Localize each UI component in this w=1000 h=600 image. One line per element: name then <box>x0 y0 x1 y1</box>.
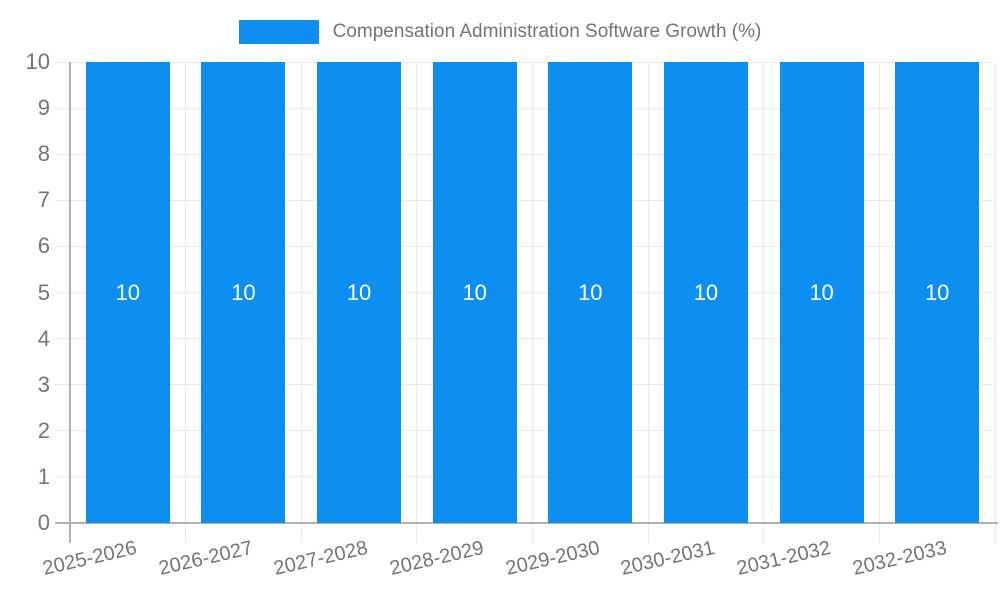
x-axis-tick-label: 2025-2026 <box>40 536 139 580</box>
bar <box>895 62 980 523</box>
bar-value-label: 10 <box>924 279 950 305</box>
bar <box>432 62 517 523</box>
x-axis-tick-label: 2029-2030 <box>503 536 602 580</box>
chart-legend: Compensation Administration Software Gro… <box>0 19 1000 45</box>
x-gridline <box>300 62 302 543</box>
y-gridline <box>55 153 995 155</box>
y-axis-tick-label: 10 <box>25 49 50 74</box>
y-gridline <box>55 430 995 432</box>
y-gridline <box>55 292 995 293</box>
bar <box>201 62 286 523</box>
y-axis-tick-label: 7 <box>37 187 50 213</box>
x-gridline <box>185 62 187 543</box>
x-axis-tick-label: 2027-2028 <box>272 536 371 580</box>
bar <box>85 62 170 523</box>
legend-swatch <box>238 20 319 44</box>
x-axis-tick-label: 2031-2032 <box>734 536 833 580</box>
bar-value-label: 10 <box>809 279 834 305</box>
y-gridline <box>55 199 995 201</box>
y-gridline <box>55 338 995 340</box>
x-gridline <box>878 62 880 543</box>
x-gridline <box>532 62 533 543</box>
x-gridline <box>994 62 996 543</box>
y-axis-tick-label: 1 <box>37 463 50 489</box>
y-gridline <box>55 384 995 386</box>
bar-value-label: 10 <box>231 279 256 305</box>
bar-value-label: 10 <box>693 279 719 305</box>
bar-value-label: 10 <box>115 279 141 305</box>
bar-value-label: 10 <box>346 279 372 305</box>
x-gridline <box>647 62 649 543</box>
y-axis-tick-label: 6 <box>37 233 50 259</box>
bar <box>663 62 748 523</box>
x-axis-tick-label: 2030-2031 <box>618 536 718 580</box>
y-gridline <box>55 107 995 109</box>
bar <box>317 62 402 523</box>
y-axis-tick-label: 0 <box>37 510 50 535</box>
x-axis-tick-label: 2026-2027 <box>156 536 255 580</box>
y-gridline <box>55 61 995 63</box>
x-axis-tick-label: 2028-2029 <box>387 536 486 580</box>
legend-label: Compensation Administration Software Gro… <box>332 21 762 42</box>
y-axis-tick-label: 3 <box>37 371 50 397</box>
y-axis-tick-label: 4 <box>37 325 50 351</box>
x-axis-line <box>55 522 998 524</box>
y-axis-tick-label: 5 <box>37 279 50 305</box>
y-gridline <box>55 476 995 478</box>
x-gridline <box>763 62 765 543</box>
bar <box>779 62 864 523</box>
y-axis-line <box>69 62 71 543</box>
x-axis-tick-label: 2032-2033 <box>850 536 949 580</box>
x-gridline <box>416 62 418 543</box>
y-axis-tick-label: 8 <box>37 141 50 167</box>
bar-value-label: 10 <box>578 279 603 305</box>
y-axis-tick-label: 2 <box>37 417 50 443</box>
y-axis-tick-label: 9 <box>37 95 50 121</box>
bar-value-label: 10 <box>462 279 487 305</box>
bar <box>548 62 633 523</box>
y-gridline <box>55 245 995 247</box>
